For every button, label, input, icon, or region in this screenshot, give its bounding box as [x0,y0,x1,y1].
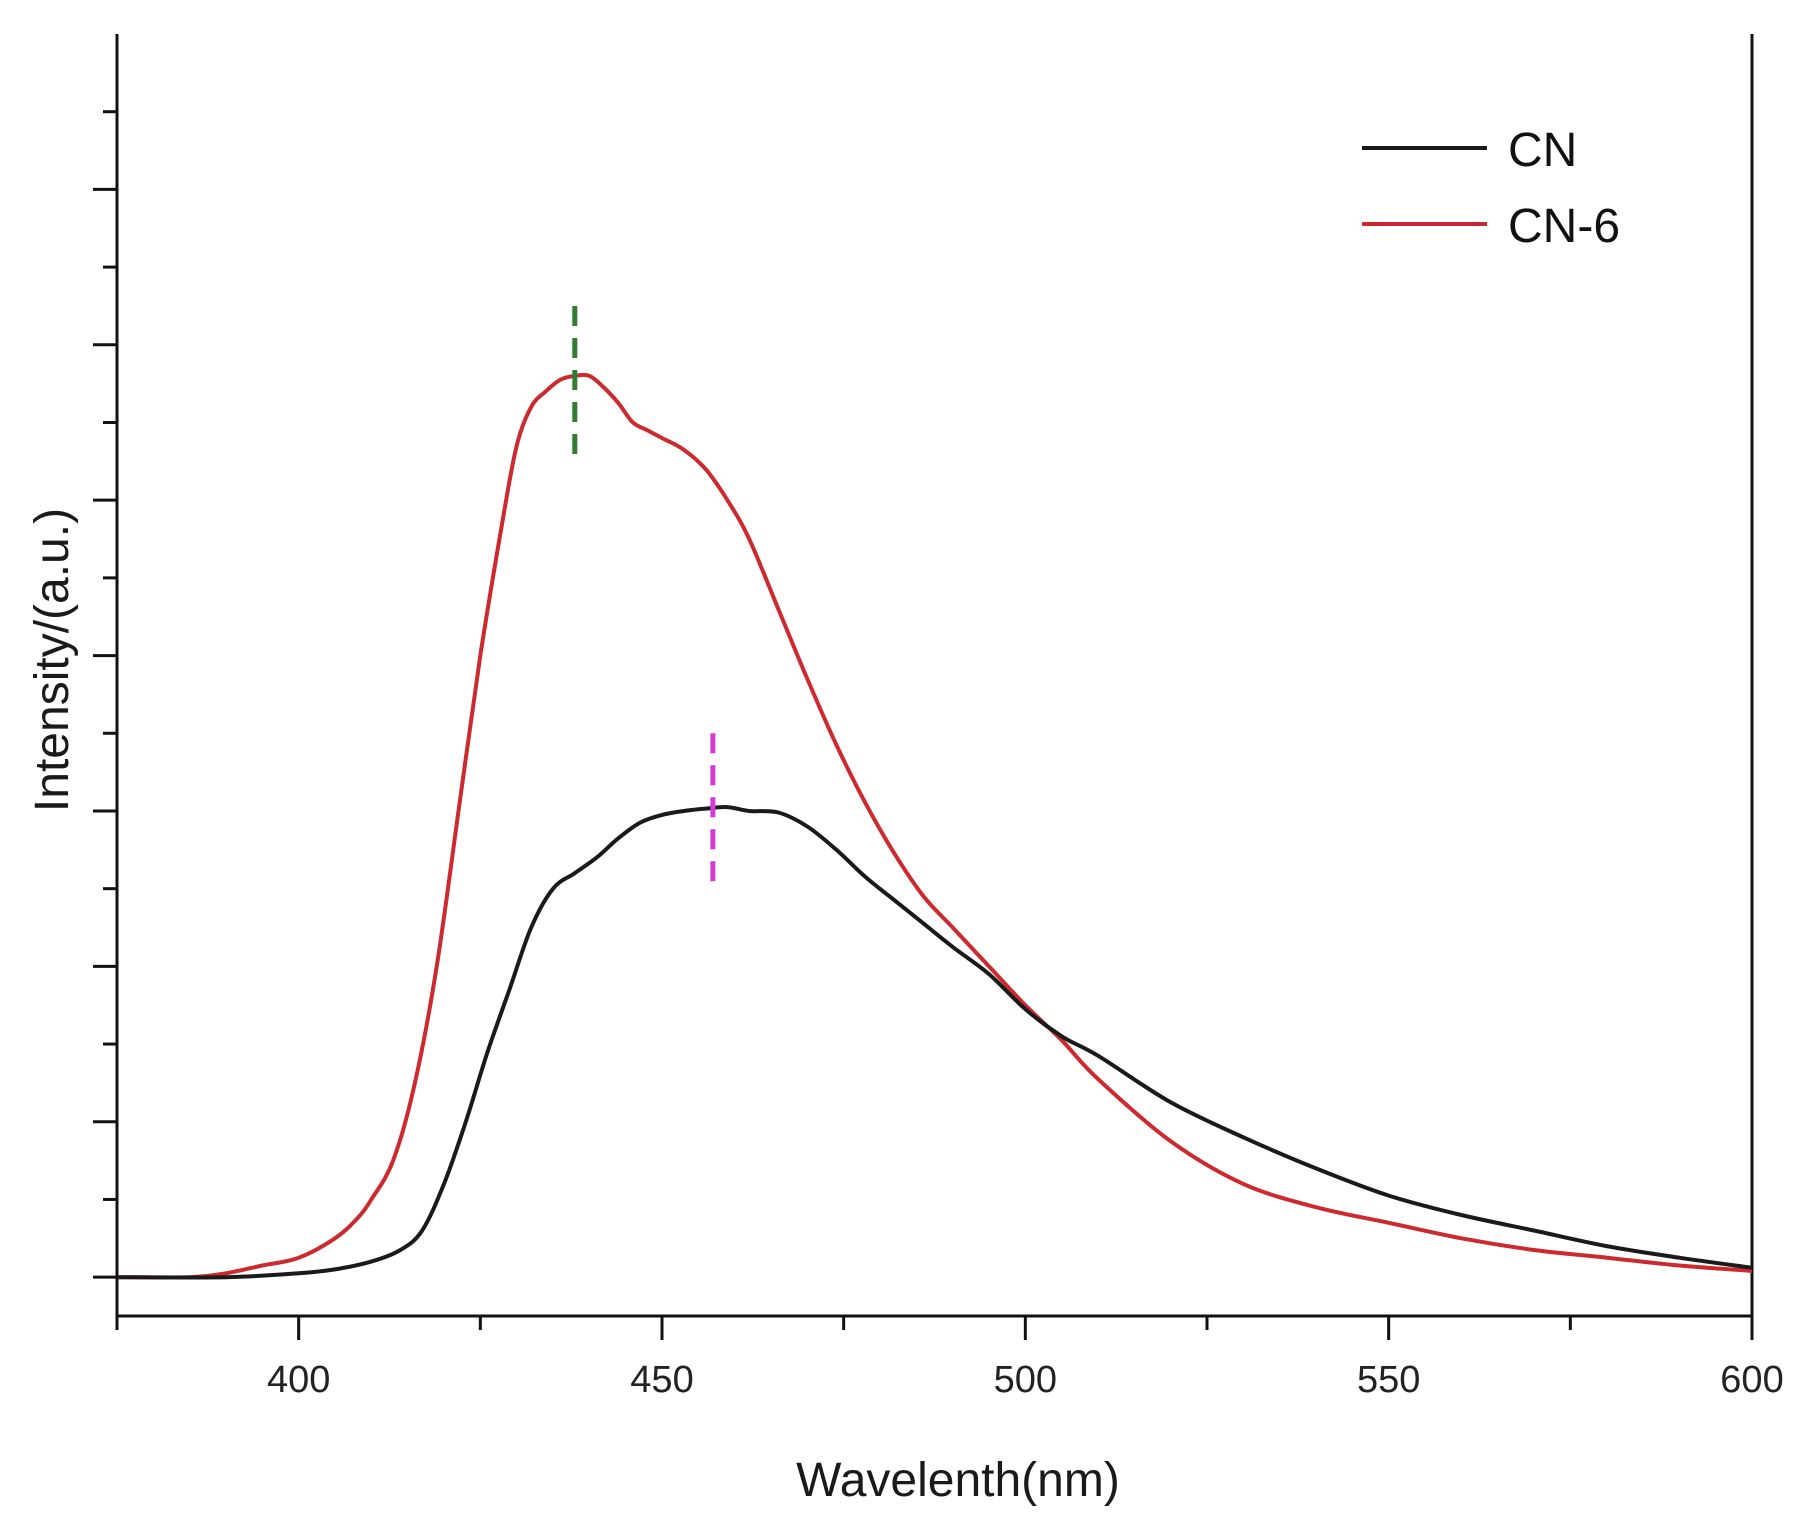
ticks: 400 450 500 550 600 [93,110,1784,1401]
x-axis-title: Wavelenth(nm) [796,1454,1120,1507]
legend-label-cn: CN [1508,124,1577,177]
legend: CN CN-6 [1362,124,1620,253]
annotations-layer [572,305,716,889]
y-axis-title: Intensity/(a.u.) [26,508,79,812]
legend-label-cn-6: CN-6 [1508,200,1620,253]
x-tick-label: 550 [1357,1359,1420,1401]
x-tick-label: 500 [994,1359,1057,1401]
series-layer [116,372,1753,1280]
x-tick-label: 450 [630,1359,693,1401]
series-line-cn [116,805,1753,1280]
x-tick-label: 600 [1720,1359,1783,1401]
series-line-cn-6 [116,372,1753,1280]
axes [115,34,1754,1318]
x-tick-label: 400 [267,1359,330,1401]
